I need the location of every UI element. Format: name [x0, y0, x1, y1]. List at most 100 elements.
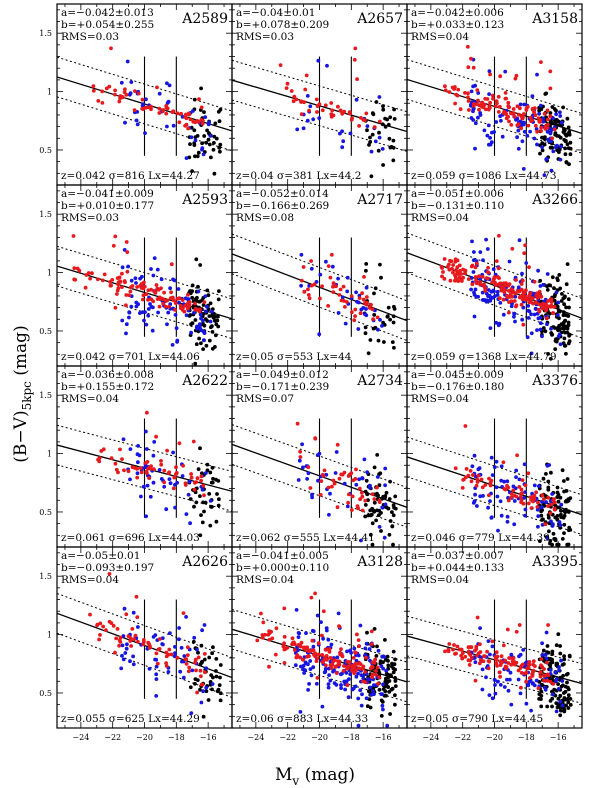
red-galaxy-point: [126, 469, 131, 474]
blue-galaxy-point: [527, 309, 532, 314]
red-galaxy-point: [169, 290, 174, 295]
black-galaxy-point: [393, 494, 398, 499]
blue-galaxy-point: [486, 123, 491, 128]
blue-galaxy-point: [318, 272, 323, 277]
red-galaxy-point: [146, 640, 151, 645]
plot-area: [57, 234, 232, 366]
red-galaxy-point: [132, 466, 137, 470]
blue-galaxy-point: [517, 477, 522, 482]
blue-galaxy-point: [128, 659, 132, 664]
red-galaxy-point: [530, 296, 535, 300]
black-galaxy-point: [208, 523, 213, 528]
blue-galaxy-point: [296, 631, 301, 635]
black-galaxy-point: [191, 639, 196, 644]
black-galaxy-point: [364, 268, 368, 273]
blue-galaxy-point: [121, 437, 126, 442]
blue-galaxy-point: [193, 138, 198, 143]
blue-galaxy-point: [184, 512, 189, 516]
red-galaxy-point: [346, 474, 351, 478]
blue-galaxy-point: [168, 481, 173, 486]
black-galaxy-point: [209, 325, 213, 330]
fit-bound-line: [57, 56, 232, 112]
red-galaxy-point: [355, 504, 360, 508]
panel-a2589: 0.511.5a=−0.042±0.013b=+0.054±0.255RMS=0…: [39, 3, 233, 186]
blue-galaxy-point: [526, 316, 531, 320]
red-galaxy-point: [327, 650, 332, 654]
black-galaxy-point: [540, 148, 545, 153]
black-galaxy-point: [393, 684, 398, 688]
blue-galaxy-point: [326, 682, 331, 686]
blue-galaxy-point: [316, 58, 321, 63]
rms-annotation: RMS=0.04: [61, 393, 119, 405]
blue-galaxy-point: [295, 648, 300, 653]
red-galaxy-point: [372, 125, 377, 129]
red-galaxy-point: [299, 112, 304, 117]
red-galaxy-point: [202, 300, 207, 304]
blue-galaxy-point: [507, 259, 512, 264]
panel-a3158: a=−0.042±0.006b=+0.033±0.123RMS=0.04A315…: [406, 3, 583, 186]
red-galaxy-point: [546, 673, 551, 678]
blue-galaxy-point: [380, 654, 385, 659]
blue-galaxy-point: [127, 310, 132, 315]
blue-galaxy-point: [314, 681, 319, 686]
red-galaxy-point: [193, 120, 198, 125]
red-galaxy-point: [365, 300, 369, 305]
blue-galaxy-point: [326, 637, 331, 642]
black-galaxy-point: [562, 310, 566, 314]
red-galaxy-point: [545, 678, 550, 683]
red-galaxy-point: [353, 661, 358, 666]
red-galaxy-point: [505, 627, 510, 632]
red-galaxy-point: [486, 265, 490, 270]
y-tick-label: 1.5: [39, 210, 52, 219]
red-galaxy-point: [302, 645, 306, 650]
red-galaxy-point: [162, 480, 167, 485]
red-galaxy-point: [132, 637, 136, 642]
red-galaxy-point: [202, 493, 206, 498]
red-galaxy-point: [483, 289, 488, 293]
black-galaxy-point: [204, 689, 209, 694]
blue-galaxy-point: [488, 652, 492, 657]
red-galaxy-point: [159, 286, 163, 291]
blue-galaxy-point: [545, 322, 549, 327]
blue-galaxy-point: [308, 659, 313, 663]
blue-galaxy-point: [492, 465, 497, 470]
blue-galaxy-point: [365, 124, 370, 128]
red-galaxy-point: [453, 652, 457, 656]
black-galaxy-point: [372, 465, 377, 470]
red-galaxy-point: [164, 654, 169, 659]
blue-galaxy-point: [522, 129, 527, 134]
blue-galaxy-point: [297, 458, 302, 463]
red-galaxy-point: [548, 86, 553, 91]
red-galaxy-point: [72, 266, 77, 271]
black-galaxy-point: [548, 356, 553, 361]
black-galaxy-point: [374, 654, 379, 658]
blue-galaxy-point: [121, 634, 126, 638]
red-galaxy-point: [514, 304, 518, 309]
black-galaxy-point: [188, 685, 193, 690]
red-galaxy-point: [331, 113, 336, 118]
plot-area: [407, 599, 582, 718]
red-galaxy-point: [299, 99, 303, 104]
red-galaxy-point: [551, 311, 555, 315]
red-galaxy-point: [146, 297, 150, 302]
blue-galaxy-point: [557, 665, 561, 669]
red-galaxy-point: [353, 307, 358, 312]
blue-galaxy-point: [123, 120, 127, 125]
intercept-annotation: b=+0.155±0.172: [61, 381, 154, 393]
blue-galaxy-point: [206, 122, 211, 127]
red-galaxy-point: [501, 281, 506, 286]
black-galaxy-point: [373, 286, 378, 291]
red-galaxy-point: [548, 511, 553, 516]
blue-galaxy-point: [174, 326, 179, 331]
blue-galaxy-point: [144, 447, 149, 451]
blue-galaxy-point: [164, 507, 169, 512]
red-galaxy-point: [374, 669, 378, 673]
red-galaxy-point: [455, 258, 460, 263]
red-galaxy-point: [332, 481, 337, 486]
blue-galaxy-point: [203, 294, 208, 299]
red-galaxy-point: [152, 467, 156, 472]
blue-galaxy-point: [376, 327, 380, 332]
black-galaxy-point: [383, 638, 387, 642]
red-galaxy-point: [175, 111, 180, 116]
black-galaxy-point: [193, 681, 197, 686]
